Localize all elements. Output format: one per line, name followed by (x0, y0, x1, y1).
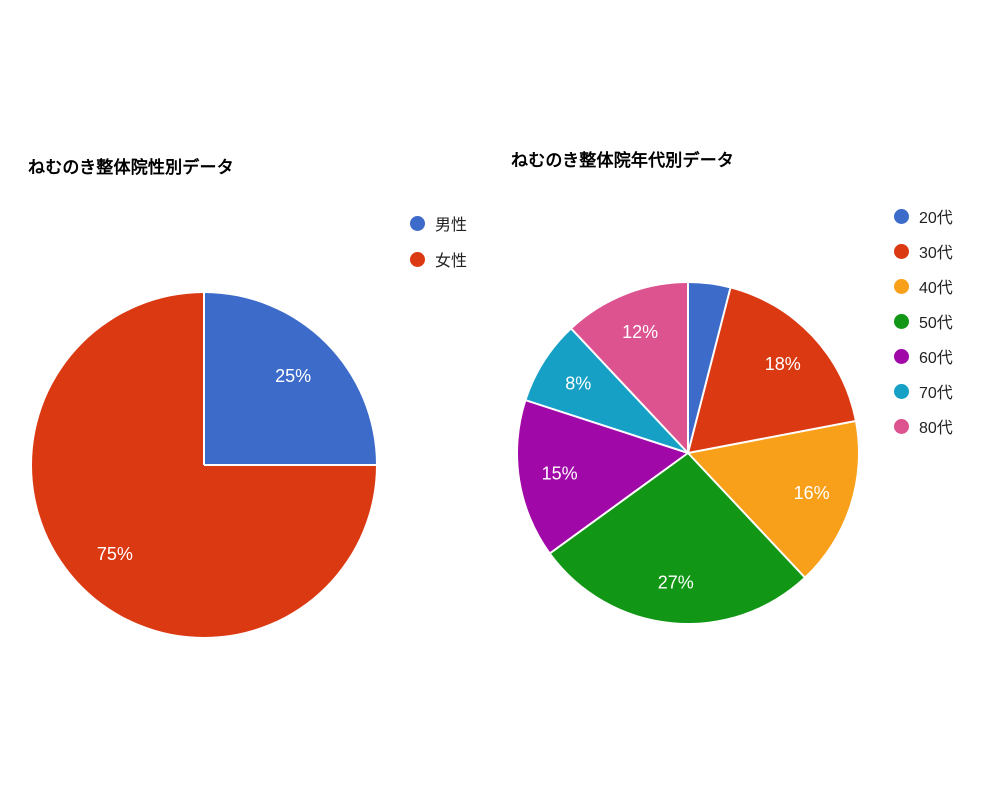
pie-slice-2[interactable] (688, 421, 858, 577)
pie-slice-5[interactable] (526, 329, 688, 453)
gender-chart-title: ねむのき整体院性別データ (28, 158, 234, 177)
legend-label: 70代 (919, 385, 953, 402)
legend-item-0[interactable]: 男性 (410, 212, 467, 234)
age-pie-chart-svg: 18% 16% 27% 15% 8% 12% (518, 283, 858, 623)
legend-label: 30代 (919, 245, 953, 262)
gender-legend: 男性 女性 (410, 212, 467, 284)
legend-color-dot-icon (894, 383, 909, 399)
legend-item-4[interactable]: 60代 (894, 345, 953, 367)
legend-color-dot-icon (894, 313, 909, 329)
legend-label: 20代 (919, 210, 953, 227)
gender-pie-chart-svg: 25% 75% (32, 293, 376, 637)
legend-item-5[interactable]: 70代 (894, 380, 953, 402)
pie-slice-3[interactable] (550, 453, 805, 623)
legend-item-1[interactable]: 30代 (894, 240, 953, 262)
slice-percentage-label: 25% (275, 366, 311, 386)
slice-separator (687, 420, 856, 454)
slice-percentage-label: 12% (622, 322, 658, 342)
slice-percentage-label: 8% (565, 373, 591, 393)
slice-percentage-label: 18% (765, 354, 801, 374)
legend-item-6[interactable]: 80代 (894, 415, 953, 437)
legend-label: 50代 (919, 315, 953, 332)
pie-slice-0[interactable] (204, 293, 376, 465)
slice-separator (549, 452, 689, 554)
slice-percentage-label: 16% (794, 483, 830, 503)
slice-percentage-label: 27% (658, 572, 694, 592)
slice-separator (687, 452, 806, 578)
legend-item-1[interactable]: 女性 (410, 248, 467, 270)
slice-separator (687, 288, 732, 454)
slice-separator (526, 399, 689, 454)
legend-label: 女性 (435, 253, 468, 270)
gender-pie-chart: 25% 75% (24, 285, 384, 645)
slice-percentage-label: 15% (542, 463, 578, 483)
legend-label: 男性 (435, 217, 468, 234)
legend-color-dot-icon (894, 208, 909, 224)
legend-color-dot-icon (410, 251, 425, 267)
pie-slice-4[interactable] (518, 400, 688, 553)
slice-percentage-label: 75% (97, 544, 133, 564)
legend-item-0[interactable]: 20代 (894, 205, 953, 227)
legend-color-dot-icon (894, 418, 909, 434)
age-pie-chart: 18% 16% 27% 15% 8% 12% (508, 273, 868, 633)
legend-color-dot-icon (410, 215, 425, 231)
legend-color-dot-icon (894, 243, 909, 259)
slice-separator (570, 328, 689, 454)
age-legend: 20代 30代 40代 50代 60代 70代 80代 (894, 205, 953, 450)
legend-color-dot-icon (894, 278, 909, 294)
legend-item-3[interactable]: 50代 (894, 310, 953, 332)
legend-label: 80代 (919, 420, 953, 437)
legend-color-dot-icon (894, 348, 909, 364)
pie-slice-1[interactable] (688, 288, 855, 453)
pie-slice-6[interactable] (571, 283, 688, 453)
age-chart-title: ねむのき整体院年代別データ (511, 151, 735, 170)
legend-label: 40代 (919, 280, 953, 297)
legend-item-2[interactable]: 40代 (894, 275, 953, 297)
legend-label: 60代 (919, 350, 953, 367)
